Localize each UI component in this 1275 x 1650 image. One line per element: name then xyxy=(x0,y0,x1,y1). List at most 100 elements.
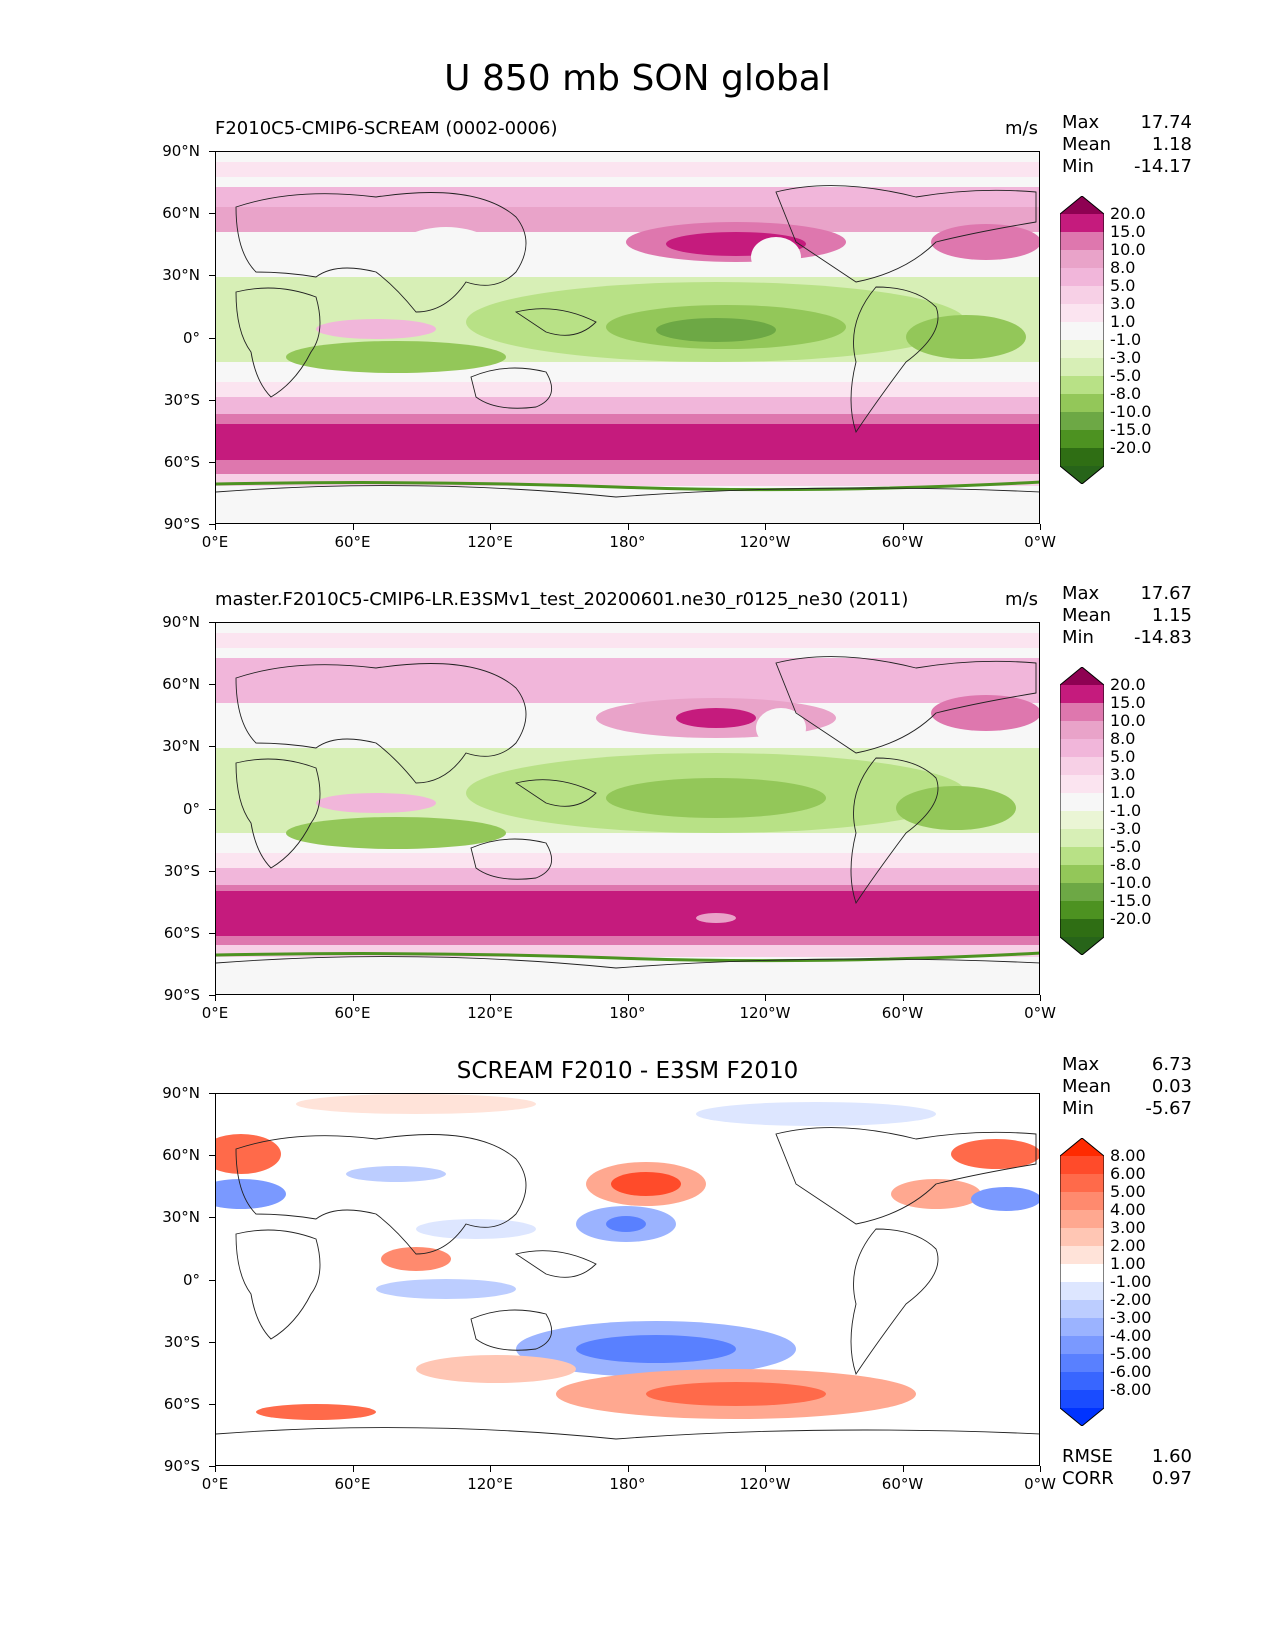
x-tick-label: 60°E xyxy=(334,533,371,551)
min-value: -14.83 xyxy=(1133,627,1192,648)
colorbar-segment xyxy=(1060,1408,1104,1426)
corr-value: 0.97 xyxy=(1151,1468,1192,1489)
x-tick xyxy=(765,524,766,530)
colorbar-label: 8.0 xyxy=(1110,729,1136,748)
x-tick-label: 180° xyxy=(609,1475,646,1493)
x-tick-label: 120°E xyxy=(467,533,513,551)
y-tick-label: 60°N xyxy=(162,204,200,223)
y-tick-label: 30°S xyxy=(163,861,200,880)
stats-box: Max 6.73 Mean 0.03 Min -5.67 xyxy=(1062,1054,1192,1120)
x-tick xyxy=(902,995,904,1001)
colorbar-segment xyxy=(1060,883,1104,901)
colorbar-segment xyxy=(1060,721,1104,739)
x-tick xyxy=(490,524,491,530)
colorbar-segment xyxy=(1060,1282,1104,1300)
y-tick xyxy=(209,1341,215,1343)
colorbar-label: -3.0 xyxy=(1110,819,1142,838)
colorbar-segment xyxy=(1060,1210,1104,1228)
colorbar-label: 8.0 xyxy=(1110,258,1136,277)
y-tick xyxy=(209,399,215,401)
colorbar-label: -15.0 xyxy=(1110,420,1152,439)
x-tick xyxy=(352,1466,354,1472)
colorbar-segment xyxy=(1060,667,1104,685)
colorbar-segment xyxy=(1060,919,1104,937)
units-label: m/s xyxy=(1005,118,1038,139)
colorbar-segment xyxy=(1060,394,1104,412)
colorbar-label: -3.0 xyxy=(1110,348,1142,367)
x-tick xyxy=(1040,524,1041,530)
y-tick xyxy=(209,1279,215,1281)
colorbar-segment xyxy=(1060,793,1104,811)
colorbar-segment xyxy=(1060,1354,1104,1372)
max-label: Max xyxy=(1062,1054,1100,1075)
colorbar-label: 3.00 xyxy=(1110,1218,1146,1237)
y-tick-label: 60°N xyxy=(162,1146,200,1165)
colorbar-label: -5.00 xyxy=(1110,1344,1152,1363)
colorbar-label: -2.00 xyxy=(1110,1290,1152,1309)
colorbar-label: 4.00 xyxy=(1110,1200,1146,1219)
x-tick xyxy=(902,1466,904,1472)
max-label: Max xyxy=(1062,583,1100,604)
colorbar-segment xyxy=(1060,1372,1104,1390)
rmse-value: 1.60 xyxy=(1151,1446,1192,1467)
y-tick xyxy=(209,684,215,686)
colorbar-label: 2.00 xyxy=(1110,1236,1146,1255)
units-label: m/s xyxy=(1005,589,1038,610)
colorbar-segment xyxy=(1060,1246,1104,1264)
y-tick-label: 30°S xyxy=(163,390,200,409)
colorbar-segment xyxy=(1060,865,1104,883)
colorbar-label: -3.00 xyxy=(1110,1308,1152,1327)
x-tick-label: 60°W xyxy=(881,1004,924,1022)
x-tick-label: 60°W xyxy=(881,533,924,551)
colorbar-label: 5.0 xyxy=(1110,276,1136,295)
colorbar-label: -4.00 xyxy=(1110,1326,1152,1345)
x-tick xyxy=(490,1466,491,1472)
colorbar-label: -6.00 xyxy=(1110,1362,1152,1381)
mean-label: Mean xyxy=(1062,605,1112,626)
y-tick xyxy=(209,275,215,277)
y-tick-label: 0° xyxy=(182,799,200,818)
y-tick-label: 60°S xyxy=(163,452,200,471)
colorbar-label: 10.0 xyxy=(1110,240,1146,259)
y-tick xyxy=(209,1155,215,1157)
x-tick-label: 0°E xyxy=(201,533,229,551)
colorbar-segment xyxy=(1060,196,1104,214)
y-tick-label: 0° xyxy=(182,328,200,347)
panel-title: F2010C5-CMIP6-SCREAM (0002-0006) xyxy=(215,118,558,139)
mean-value: 1.15 xyxy=(1151,605,1192,626)
y-tick-label: 90°S xyxy=(163,515,200,533)
y-tick-label: 60°S xyxy=(163,923,200,942)
colorbar-segment xyxy=(1060,757,1104,775)
colorbar-label: 5.00 xyxy=(1110,1182,1146,1201)
colorbar-segment xyxy=(1060,1318,1104,1336)
x-tick xyxy=(215,1466,216,1472)
map-plot xyxy=(215,1093,1040,1466)
colorbar-segment xyxy=(1060,901,1104,919)
colorbar-label: 3.0 xyxy=(1110,765,1136,784)
max-value: 17.67 xyxy=(1140,583,1192,604)
y-tick xyxy=(209,746,215,748)
x-tick xyxy=(627,524,629,530)
x-tick-label: 120°E xyxy=(467,1475,513,1493)
x-tick xyxy=(902,524,904,530)
colorbar-segment xyxy=(1060,430,1104,448)
x-tick xyxy=(765,1466,766,1472)
y-tick xyxy=(209,870,215,872)
y-tick xyxy=(209,932,215,934)
corr-label: CORR xyxy=(1062,1468,1114,1489)
colorbar-segment xyxy=(1060,1300,1104,1318)
x-tick-label: 180° xyxy=(609,533,646,551)
y-tick-label: 90°S xyxy=(163,1457,200,1475)
y-tick xyxy=(209,808,215,810)
colorbar-segment xyxy=(1060,466,1104,484)
colorbar-segment xyxy=(1060,412,1104,430)
y-tick-label: 90°N xyxy=(162,613,200,631)
max-value: 6.73 xyxy=(1151,1054,1192,1075)
colorbar-segment xyxy=(1060,1174,1104,1192)
x-tick xyxy=(627,1466,629,1472)
x-tick xyxy=(352,524,354,530)
y-tick xyxy=(209,151,215,152)
colorbar-segment xyxy=(1060,685,1104,703)
y-tick xyxy=(209,524,215,525)
y-tick-label: 30°N xyxy=(162,1208,200,1227)
